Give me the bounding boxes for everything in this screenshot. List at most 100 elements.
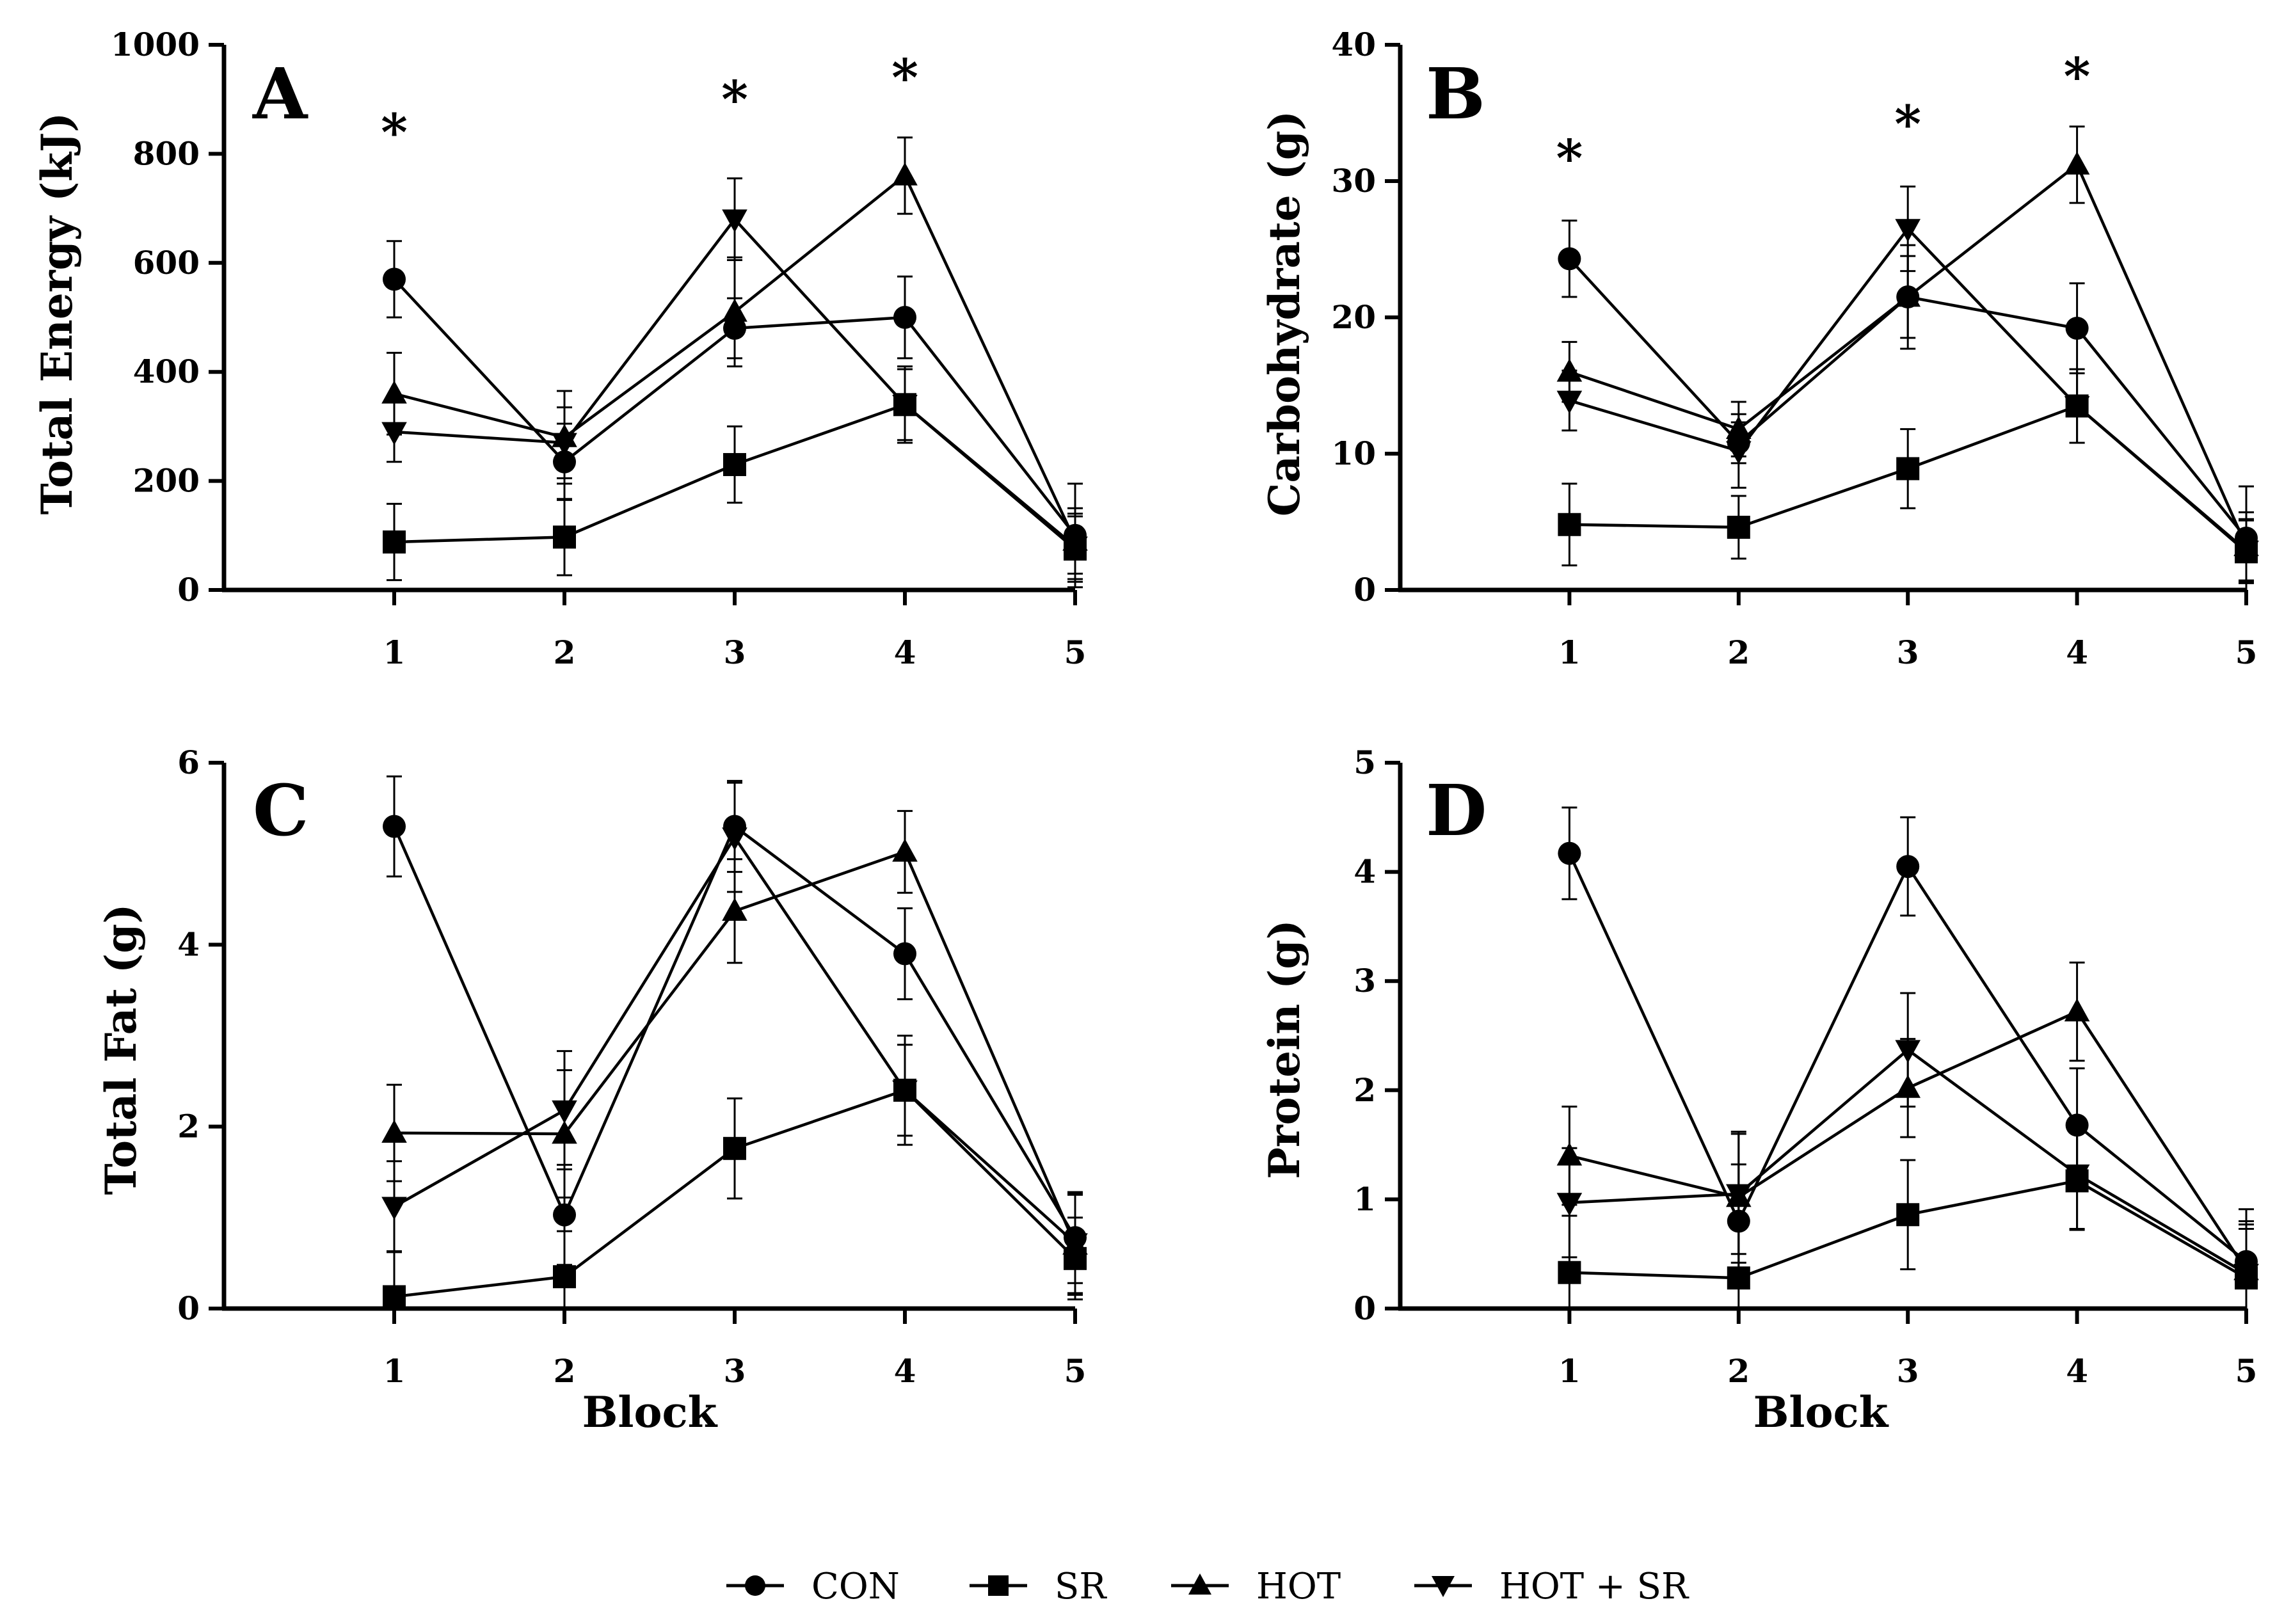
y-tick-label: 1000 — [111, 26, 200, 63]
legend-item-hot: HOT — [1171, 1566, 1341, 1607]
legend-circle-marker — [745, 1575, 765, 1596]
x-tick-label: 4 — [894, 633, 916, 671]
data-point-circle-marker — [383, 815, 406, 838]
legend-square-marker — [988, 1575, 1009, 1596]
data-point-triangle-up-marker — [381, 380, 407, 404]
x-tick-label: 2 — [1727, 1352, 1750, 1390]
y-tick-label: 4 — [1354, 853, 1376, 891]
data-point-triangle-down-marker — [2233, 1264, 2259, 1287]
data-point-square-marker — [1558, 513, 1581, 536]
x-tick-label: 3 — [1897, 1352, 1919, 1390]
x-tick-label: 5 — [1064, 1352, 1087, 1390]
data-point-square-marker — [383, 1285, 406, 1309]
panel-label: C — [253, 769, 309, 852]
x-tick-label: 5 — [2235, 1352, 2258, 1390]
data-point-circle-marker — [1896, 855, 1920, 879]
legend-item-con: CON — [726, 1566, 900, 1607]
series-hot-sr — [381, 781, 1088, 1294]
data-point-triangle-down-marker — [381, 422, 407, 445]
y-tick-label: 0 — [1354, 571, 1376, 609]
data-point-circle-marker — [2065, 317, 2089, 340]
legend: CON SR HOT HOT + SR — [726, 1566, 1689, 1607]
data-point-circle-marker — [1558, 247, 1581, 271]
series-sr — [383, 1035, 1087, 1309]
data-point-triangle-up-marker — [892, 162, 918, 186]
x-tick-label: 2 — [554, 633, 576, 671]
y-axis-title: Protein (g) — [1259, 919, 1309, 1179]
y-tick-label: 40 — [1331, 26, 1376, 63]
x-tick-label: 3 — [724, 1352, 746, 1390]
x-tick-label: 1 — [383, 1352, 406, 1390]
data-point-triangle-down-marker — [1726, 1184, 1752, 1207]
y-tick-label: 1 — [1354, 1180, 1376, 1218]
y-tick-label: 0 — [177, 1289, 200, 1327]
data-point-circle-marker — [553, 1203, 576, 1227]
data-point-triangle-up-marker — [722, 298, 747, 322]
data-point-circle-marker — [893, 942, 916, 966]
x-tick-label: 5 — [1064, 633, 1087, 671]
data-point-square-marker — [553, 525, 576, 549]
y-tick-label: 2 — [177, 1108, 200, 1145]
legend-label: HOT + SR — [1499, 1566, 1689, 1607]
data-point-square-marker — [553, 1265, 576, 1289]
panel-label: A — [252, 52, 308, 135]
y-axis-title: Total Energy (kJ) — [32, 113, 82, 515]
legend-label: SR — [1055, 1566, 1107, 1607]
panel-b: B Carbohydrate (g) 0 10 20 30 40 1 2 3 4 5 * * * — [1259, 26, 2259, 671]
significance-star: * — [1556, 128, 1583, 188]
data-point-triangle-down-marker — [892, 1080, 918, 1104]
legend-item-sr: SR — [970, 1566, 1107, 1607]
panel-c: C Total Fat (g) Block 0 2 4 6 1 2 3 4 5 — [96, 744, 1088, 1437]
data-point-triangle-down-marker — [1062, 536, 1088, 560]
data-point-triangle-down-marker — [1062, 1233, 1088, 1257]
series-hot-sr — [1556, 186, 2259, 583]
data-point-triangle-down-marker — [2233, 540, 2259, 564]
y-tick-label: 600 — [133, 244, 200, 282]
panel-label: B — [1426, 52, 1485, 135]
data-point-circle-marker — [893, 306, 916, 329]
x-axis-title: Block — [1753, 1387, 1889, 1437]
data-point-triangle-down-marker — [1556, 390, 1583, 414]
panel-label: D — [1426, 769, 1487, 852]
legend-triangle-up-marker — [1188, 1573, 1211, 1595]
y-axis-title: Total Fat (g) — [96, 904, 146, 1195]
data-point-triangle-up-marker — [892, 838, 918, 862]
data-point-triangle-down-marker — [722, 209, 747, 233]
data-point-square-marker — [1727, 516, 1750, 539]
y-tick-label: 400 — [133, 353, 200, 390]
y-tick-label: 3 — [1354, 962, 1376, 999]
x-tick-label: 1 — [1558, 1352, 1581, 1390]
data-point-triangle-down-marker — [552, 1100, 577, 1124]
x-tick-label: 4 — [2066, 1352, 2088, 1390]
data-point-triangle-down-marker — [722, 827, 747, 851]
data-point-circle-marker — [383, 267, 406, 291]
x-tick-label: 2 — [554, 1352, 576, 1390]
data-point-square-marker — [723, 453, 746, 477]
significance-star: * — [721, 69, 748, 129]
y-tick-label: 30 — [1331, 162, 1376, 200]
data-point-triangle-down-marker — [892, 395, 918, 418]
data-point-triangle-up-marker — [381, 1119, 407, 1143]
x-tick-label: 1 — [383, 633, 406, 671]
x-tick-label: 4 — [894, 1352, 916, 1390]
panel-a: A Total Energy (kJ) 0 200 400 600 800 1000 1 2 3… — [32, 26, 1088, 671]
series-hot-sr — [381, 177, 1088, 580]
y-tick-label: 200 — [133, 462, 200, 500]
y-tick-label: 10 — [1331, 434, 1376, 472]
y-tick-label: 20 — [1331, 298, 1376, 336]
series-hot-sr — [1556, 992, 2259, 1309]
panel-d: D Protein (g) Block 0 1 2 3 4 5 1 2 3 4 5 — [1259, 744, 2259, 1437]
significance-star: * — [1894, 94, 1921, 154]
legend-triangle-down-marker — [1432, 1576, 1455, 1597]
y-tick-label: 5 — [1354, 744, 1376, 781]
significance-star: * — [891, 47, 918, 107]
y-tick-label: 4 — [177, 925, 200, 963]
y-tick-label: 0 — [1354, 1289, 1376, 1327]
x-tick-label: 3 — [724, 633, 746, 671]
y-tick-label: 800 — [133, 134, 200, 172]
data-point-triangle-down-marker — [2064, 1164, 2090, 1188]
data-point-square-marker — [723, 1136, 746, 1160]
x-tick-label: 3 — [1897, 633, 1919, 671]
data-point-triangle-up-marker — [1895, 283, 1921, 307]
